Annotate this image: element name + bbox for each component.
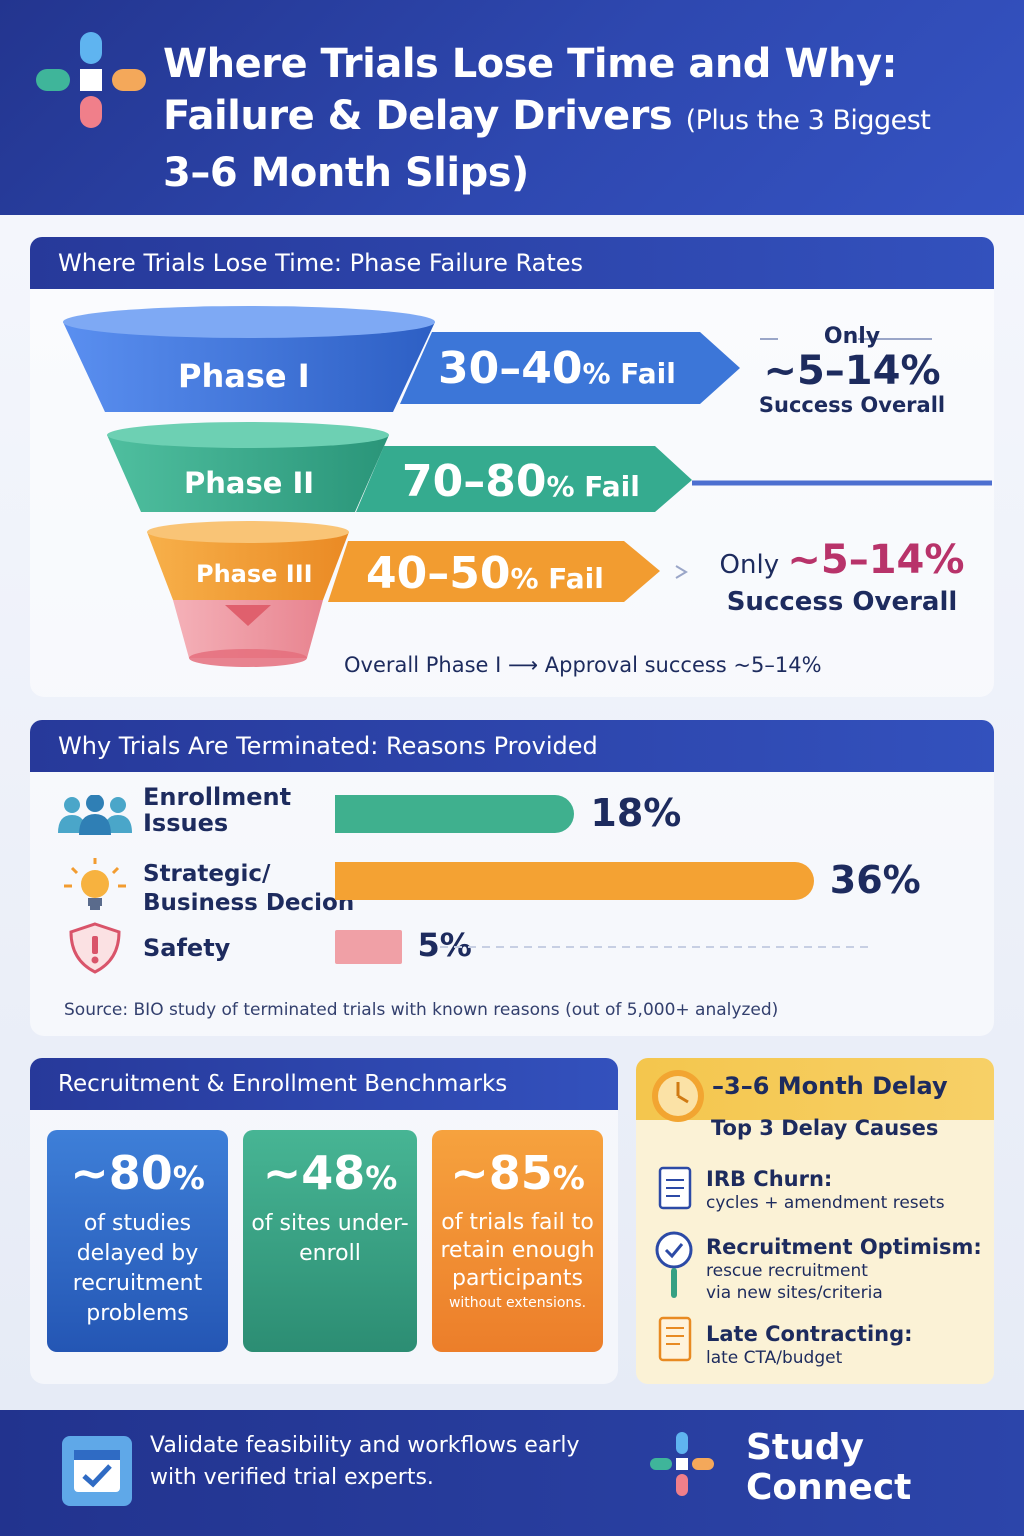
- header: Where Trials Lose Time and Why: Failure …: [0, 0, 1024, 215]
- reason-label-strategic: Strategic/ Business Decion: [143, 861, 355, 916]
- footer-cta: Validate feasibility and workflows early…: [150, 1433, 580, 1490]
- phase-2-fail-arrow: [356, 446, 692, 512]
- benchmark-card-retention: ~85% of trials fail to retain enough par…: [432, 1130, 603, 1352]
- reason-label-enrollment: Enrollment Issues: [143, 783, 292, 837]
- reason-pct-strategic: 36%: [829, 858, 921, 902]
- success-callout-2: Only ~5–14% Success Overall: [719, 537, 965, 617]
- phase-2-label: Phase II: [184, 466, 315, 500]
- clock-icon: [652, 1070, 704, 1122]
- reasons-section-heading: Why Trials Are Terminated: Reasons Provi…: [30, 720, 994, 772]
- document-icon: [658, 1166, 692, 1210]
- study-connect-logo-icon: [650, 1432, 714, 1496]
- phase-1-fail-rate: 30–40% Fail: [438, 343, 676, 394]
- reason-pct-enrollment: 18%: [590, 791, 682, 835]
- page-title: Where Trials Lose Time and Why: Failure …: [163, 41, 931, 196]
- benchmark-card-sites: ~48% of sites under-enroll: [243, 1130, 417, 1352]
- success-callout-1: Only ~5–14% Success Overall: [758, 324, 946, 417]
- reason-bar-enrollment: [335, 795, 575, 833]
- delay-heading: –3–6 Month Delay: [712, 1072, 948, 1100]
- reason-label-safety: Safety: [143, 934, 231, 962]
- delay-cause-recruitment: Recruitment Optimism: rescue recruitment…: [706, 1235, 982, 1303]
- magnifier-check-icon: [655, 1231, 693, 1298]
- people-icon: [58, 795, 132, 835]
- reason-bar-safety: [335, 930, 402, 964]
- phase-3-fail-arrow: [328, 541, 660, 602]
- phase-2-fail-rate: 70–80% Fail: [402, 456, 640, 507]
- delay-subheading: Top 3 Delay Causes: [711, 1116, 939, 1140]
- benchmark-card-recruitment: ~80% of studies delayed by recruitment p…: [47, 1130, 228, 1352]
- shield-alert-icon: [69, 922, 121, 974]
- funnel-bottom-segment: [173, 600, 323, 658]
- calendar-check-icon: [62, 1436, 132, 1506]
- phase-3-label: Phase III: [196, 560, 313, 588]
- small-chevron-icon: [675, 565, 688, 579]
- source-note: Source: BIO study of terminated trials w…: [64, 1000, 779, 1020]
- reason-bar-strategic: [335, 862, 814, 900]
- delay-cause-irb: IRB Churn: cycles + amendment resets: [706, 1167, 945, 1213]
- lightbulb-icon: [64, 858, 126, 910]
- phase-3-funnel-segment: [147, 532, 349, 600]
- brand-name: Study Connect: [746, 1427, 912, 1508]
- phase-funnel: [63, 306, 435, 667]
- reason-pct-safety: 5%: [417, 926, 472, 964]
- phase-2-funnel-segment: [107, 435, 389, 512]
- phase-1-label: Phase I: [178, 357, 310, 395]
- footer: Validate feasibility and workflows early…: [0, 1410, 1024, 1536]
- failure-arrows: [328, 332, 992, 602]
- phase-1-funnel-segment: [63, 322, 435, 412]
- contract-icon: [658, 1316, 692, 1362]
- delay-cause-contracting: Late Contracting: late CTA/budget: [706, 1322, 913, 1368]
- safety-dashed-line: [440, 946, 870, 948]
- overall-success-note: Overall Phase I ⟶ Approval success ~5–14…: [344, 653, 822, 677]
- delay-causes-panel: –3–6 Month Delay Top 3 Delay Causes IRB …: [636, 1058, 994, 1384]
- phase-3-fail-rate: 40–50% Fail: [366, 548, 604, 599]
- phase-section-heading: Where Trials Lose Time: Phase Failure Ra…: [30, 237, 994, 289]
- medical-plus-logo-icon: [36, 32, 146, 128]
- benchmarks-section-heading: Recruitment & Enrollment Benchmarks: [30, 1058, 618, 1110]
- phase-1-fail-arrow: [400, 332, 740, 404]
- funnel-down-arrow-icon: [225, 605, 271, 626]
